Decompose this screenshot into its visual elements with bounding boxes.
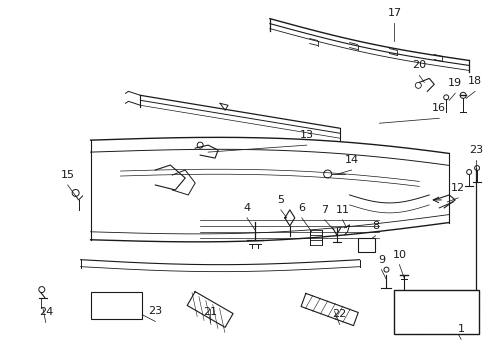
- Text: 12: 12: [450, 183, 464, 193]
- Text: 21: 21: [203, 307, 217, 318]
- Text: 6: 6: [298, 203, 305, 213]
- Text: 23: 23: [148, 306, 162, 316]
- Text: 18: 18: [467, 76, 481, 86]
- Text: 16: 16: [431, 103, 446, 113]
- Text: 24: 24: [39, 307, 53, 318]
- Bar: [90, 292, 142, 319]
- Text: 20: 20: [411, 60, 426, 71]
- Text: 1: 1: [457, 324, 464, 334]
- Text: 19: 19: [447, 78, 461, 88]
- Text: 8: 8: [371, 221, 378, 231]
- Bar: [394, 289, 478, 334]
- Text: 13: 13: [299, 130, 313, 140]
- Text: 22: 22: [332, 310, 346, 319]
- Text: 11: 11: [335, 205, 349, 215]
- Text: 7: 7: [321, 205, 327, 215]
- Text: 17: 17: [386, 8, 401, 18]
- Text: 14: 14: [344, 155, 358, 165]
- Text: 5: 5: [277, 195, 284, 205]
- Bar: [357, 238, 375, 252]
- Text: 9: 9: [377, 255, 384, 265]
- Text: 23: 23: [468, 145, 482, 155]
- Text: 10: 10: [391, 250, 406, 260]
- Text: 4: 4: [243, 203, 250, 213]
- Text: 15: 15: [61, 170, 75, 180]
